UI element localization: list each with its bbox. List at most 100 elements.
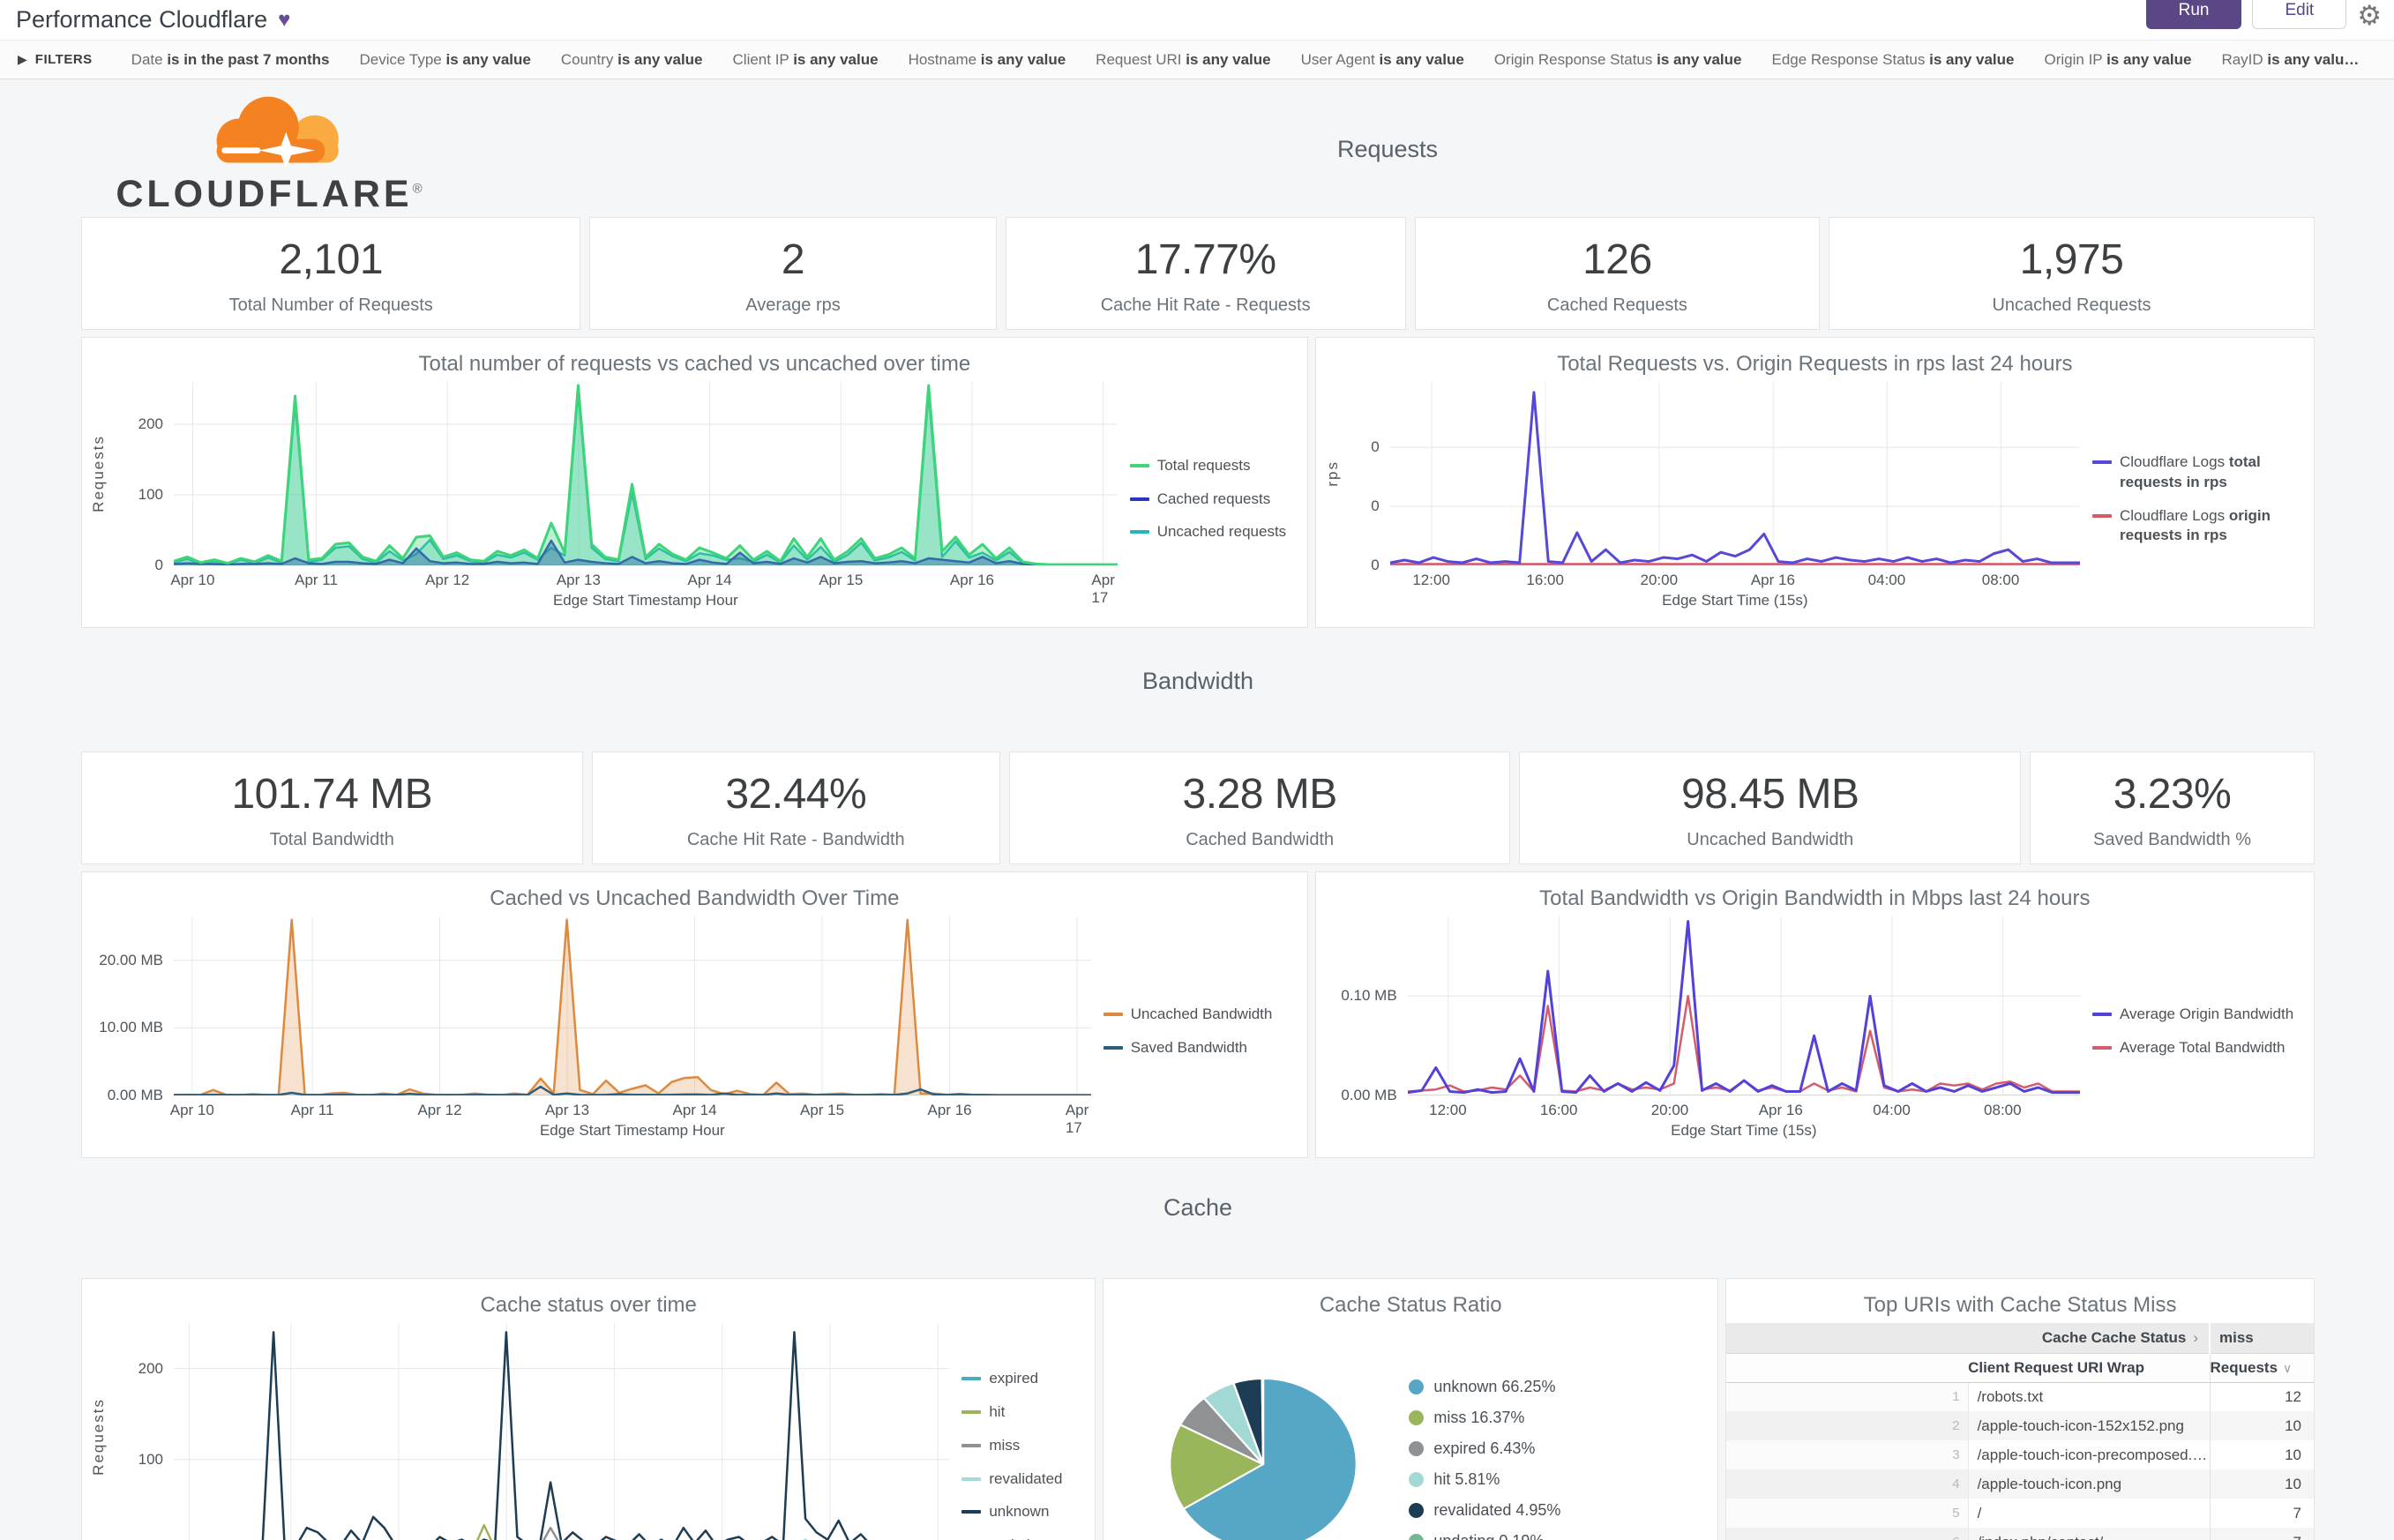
x-tick-label: Apr 17 — [1065, 1102, 1089, 1136]
filter-item-country[interactable]: Country is any value — [561, 51, 703, 69]
uri-cell[interactable]: /apple-touch-icon-152x152.png — [1968, 1411, 2210, 1440]
legend-item-average-origin-bandwidth[interactable]: Average Origin Bandwidth — [2092, 1005, 2301, 1025]
bandwidth-24h-body: 0.00 MB 0.10 MB 12:00 16:00 20:00 Apr 16 04:00… — [1316, 916, 2314, 1150]
column-header-requests[interactable]: Requests ∨ — [2209, 1353, 2314, 1383]
legend-item-unknown[interactable]: unknown — [961, 1502, 1082, 1522]
requests-cell[interactable]: 10 — [2209, 1469, 2314, 1499]
rps-24h-plot[interactable] — [1390, 382, 2080, 565]
x-axis-title: Edge Start Time (15s) — [1671, 1122, 1817, 1139]
filter-field-name: Device Type — [359, 50, 446, 68]
filter-item-request-uri[interactable]: Request URI is any value — [1096, 51, 1270, 69]
edit-button[interactable]: Edit — [2252, 0, 2347, 29]
kpi-label: Total Number of Requests — [228, 295, 433, 315]
legend-item-cached-requests[interactable]: Cached requests — [1129, 490, 1295, 510]
pie-legend-item-revalidated[interactable]: revalidated 4.95% — [1409, 1501, 1560, 1520]
requests-cell[interactable]: 12 — [2209, 1382, 2314, 1411]
legend-label: Cloudflare Logs total requests in rps — [2120, 452, 2261, 490]
legend-item-total-requests[interactable]: Total requests — [1129, 456, 1295, 476]
legend-label: Cloudflare Logs origin requests in rps — [2120, 506, 2271, 544]
legend-label: expired — [989, 1369, 1039, 1387]
registered-mark: ® — [412, 181, 426, 197]
run-button[interactable]: Run — [2145, 0, 2242, 29]
legend-item-cloudflare-logs-origin-requests-in-rps[interactable]: Cloudflare Logs origin requests in rps — [2092, 506, 2301, 547]
filter-item-device-type[interactable]: Device Type is any value — [360, 51, 531, 69]
filter-item-date[interactable]: Date is in the past 7 months — [131, 51, 330, 69]
kpi-uncached-requests: 1,975 Uncached Requests — [1828, 217, 2315, 330]
pie-legend-item-hit[interactable]: hit 5.81% — [1409, 1470, 1560, 1489]
x-tick-label: 04:00 — [1867, 572, 1906, 588]
bandwidth-24h-card: Total Bandwidth vs Origin Bandwidth in M… — [1314, 871, 2315, 1158]
bandwidth-over-time-plot[interactable] — [174, 916, 1091, 1095]
pie-legend-item-expired[interactable]: expired 6.43% — [1409, 1439, 1560, 1458]
pivot-band: Cache Cache Status › miss — [1726, 1323, 2314, 1354]
uri-cell[interactable]: / — [1977, 1504, 1982, 1521]
chevron-right-icon[interactable]: › — [2193, 1328, 2198, 1346]
legend-item-updating[interactable]: updating — [961, 1536, 1082, 1540]
legend-item-average-total-bandwidth[interactable]: Average Total Bandwidth — [2092, 1038, 2301, 1058]
legend-item-revalidated[interactable]: revalidated — [961, 1469, 1082, 1490]
sort-desc-icon[interactable]: ∨ — [2283, 1360, 2293, 1375]
x-tick-label: Apr 11 — [290, 1102, 334, 1118]
legend-item-uncached-bandwidth[interactable]: Uncached Bandwidth — [1103, 1005, 1295, 1025]
row-number: 5 — [1726, 1499, 1969, 1528]
column-header-client-request-uri[interactable]: Client Request URI Wrap — [1968, 1353, 2210, 1383]
table-row: 3/apple-touch-icon-precomposed.png 10 — [1726, 1440, 2314, 1469]
legend-swatch — [1103, 1046, 1123, 1050]
y-tick-label: 0.10 MB — [1341, 987, 1397, 1005]
legend-item-saved-bandwidth[interactable]: Saved Bandwidth — [1103, 1038, 1295, 1058]
legend-item-expired[interactable]: expired — [961, 1369, 1082, 1389]
x-tick-label: Apr 16 — [1750, 572, 1795, 588]
filter-item-client-ip[interactable]: Client IP is any value — [733, 51, 879, 69]
pie-legend-item-updating[interactable]: updating 0.19% — [1409, 1532, 1560, 1540]
y-tick-label: 200 — [138, 1359, 163, 1377]
legend-swatch — [961, 1476, 982, 1481]
x-tick-label: Apr 13 — [544, 1102, 590, 1118]
filter-item-origin-response-status[interactable]: Origin Response Status is any value — [1494, 51, 1742, 69]
x-axis-title: Edge Start Time (15s) — [1662, 592, 1808, 609]
gear-icon[interactable]: ⚙ — [2357, 0, 2382, 31]
x-tick-labels: Apr 10 Apr 11 Apr 12 Apr 13 Apr 14 Apr 15 Apr … — [170, 565, 1118, 606]
cache-status-pie[interactable] — [1167, 1376, 1359, 1540]
x-tick-label: Apr 12 — [417, 1102, 462, 1118]
kpi-average-rps: 2 Average rps — [589, 217, 997, 330]
legend-label: miss — [989, 1436, 1021, 1454]
cloudflare-logo: CLOUDFLARE® — [81, 85, 460, 217]
table-row: 5 / 7 — [1726, 1499, 2314, 1528]
kpi-label: Cache Hit Rate - Requests — [1100, 295, 1311, 315]
requests-cell[interactable]: 10 — [2209, 1411, 2314, 1440]
legend-item-hit[interactable]: hit — [961, 1402, 1082, 1423]
uri-cell[interactable]: /index.php/contact/ — [1968, 1528, 2210, 1540]
pie-legend-item-unknown[interactable]: unknown 66.25% — [1409, 1378, 1560, 1396]
legend-cache-status-over-time: expired hit miss revalidated unknown updating — [949, 1323, 1086, 1540]
requests-over-time-plot[interactable] — [174, 382, 1118, 565]
uri-cell[interactable]: /apple-touch-icon-precomposed.png — [1977, 1446, 2210, 1463]
legend-item-cloudflare-logs-total-requests-in-rps[interactable]: Cloudflare Logs total requests in rps — [2092, 452, 2301, 493]
filter-item-user-agent[interactable]: User Agent is any value — [1301, 51, 1464, 69]
legend-label: revalidated — [989, 1469, 1063, 1487]
requests-cell[interactable]: 7 — [2209, 1499, 2314, 1528]
filters-expand-caret[interactable]: ▶ — [18, 52, 27, 66]
filter-item-hostname[interactable]: Hostname is any value — [909, 51, 1066, 69]
filter-condition: is any value — [445, 50, 531, 68]
chart-title-cache-status-over-time: Cache status over time — [480, 1293, 697, 1317]
y-tick-label: 100 — [138, 1450, 163, 1468]
cache-status-over-time-plot[interactable] — [174, 1323, 949, 1540]
x-tick-label: 12:00 — [1412, 572, 1450, 588]
bandwidth-24h-plot[interactable] — [1408, 916, 2080, 1095]
requests-cell[interactable]: 10 — [2209, 1440, 2314, 1469]
uri-cell[interactable]: /robots.txt — [1977, 1387, 2044, 1405]
uri-cell[interactable]: /apple-touch-icon.png — [1968, 1469, 2210, 1499]
filter-item-edge-response-status[interactable]: Edge Response Status is any value — [1771, 51, 2014, 69]
requests-over-time-card: Total number of requests vs cached vs un… — [81, 337, 1308, 628]
filter-condition: is any value — [1379, 50, 1464, 68]
legend-item-miss[interactable]: miss — [961, 1436, 1082, 1456]
plot-area-requests-over-time — [174, 382, 1118, 565]
x-tick-label: Apr 11 — [295, 572, 338, 588]
pie-legend-item-miss[interactable]: miss 16.37% — [1409, 1409, 1560, 1427]
x-tick-label: Apr 10 — [169, 1102, 214, 1118]
legend-item-uncached-requests[interactable]: Uncached requests — [1129, 522, 1295, 542]
table-row: 1/robots.txt 12 — [1726, 1382, 2314, 1411]
filter-item-rayid[interactable]: RayID is any valu… — [2221, 51, 2359, 69]
requests-cell[interactable]: 7 — [2209, 1528, 2314, 1540]
filter-item-origin-ip[interactable]: Origin IP is any value — [2045, 51, 2192, 69]
